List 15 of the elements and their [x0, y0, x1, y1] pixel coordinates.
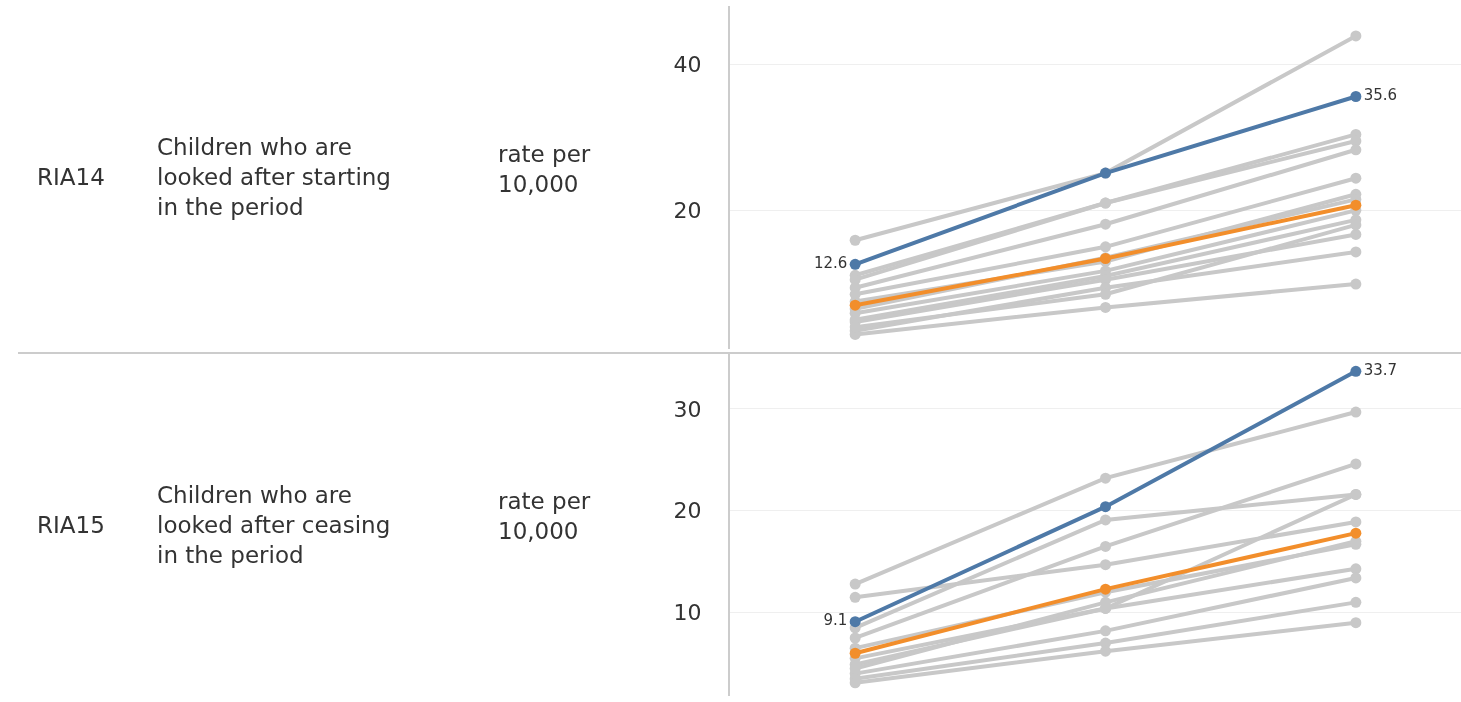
- y-tick-label: 40: [673, 52, 702, 78]
- data-label: 35.6: [1363, 86, 1398, 105]
- y-tick-label: 10: [673, 600, 702, 626]
- text: RIA14: [37, 164, 105, 190]
- data-label: 33.7: [1363, 361, 1398, 380]
- y-tick-label: 20: [673, 498, 702, 524]
- y-tick-label: 30: [673, 396, 702, 422]
- text: Children who are looked after starting in the period: [157, 134, 391, 220]
- text: Children who are looked after ceasing in the period: [157, 482, 391, 568]
- data-label: 12.6: [813, 254, 848, 273]
- data-label: 9.1: [823, 611, 848, 630]
- y-tick-label: 20: [673, 198, 702, 224]
- y-axis-title: rate per 10,000: [498, 141, 591, 197]
- text: RIA15: [37, 512, 105, 538]
- y-axis-title: rate per 10,000: [498, 488, 591, 544]
